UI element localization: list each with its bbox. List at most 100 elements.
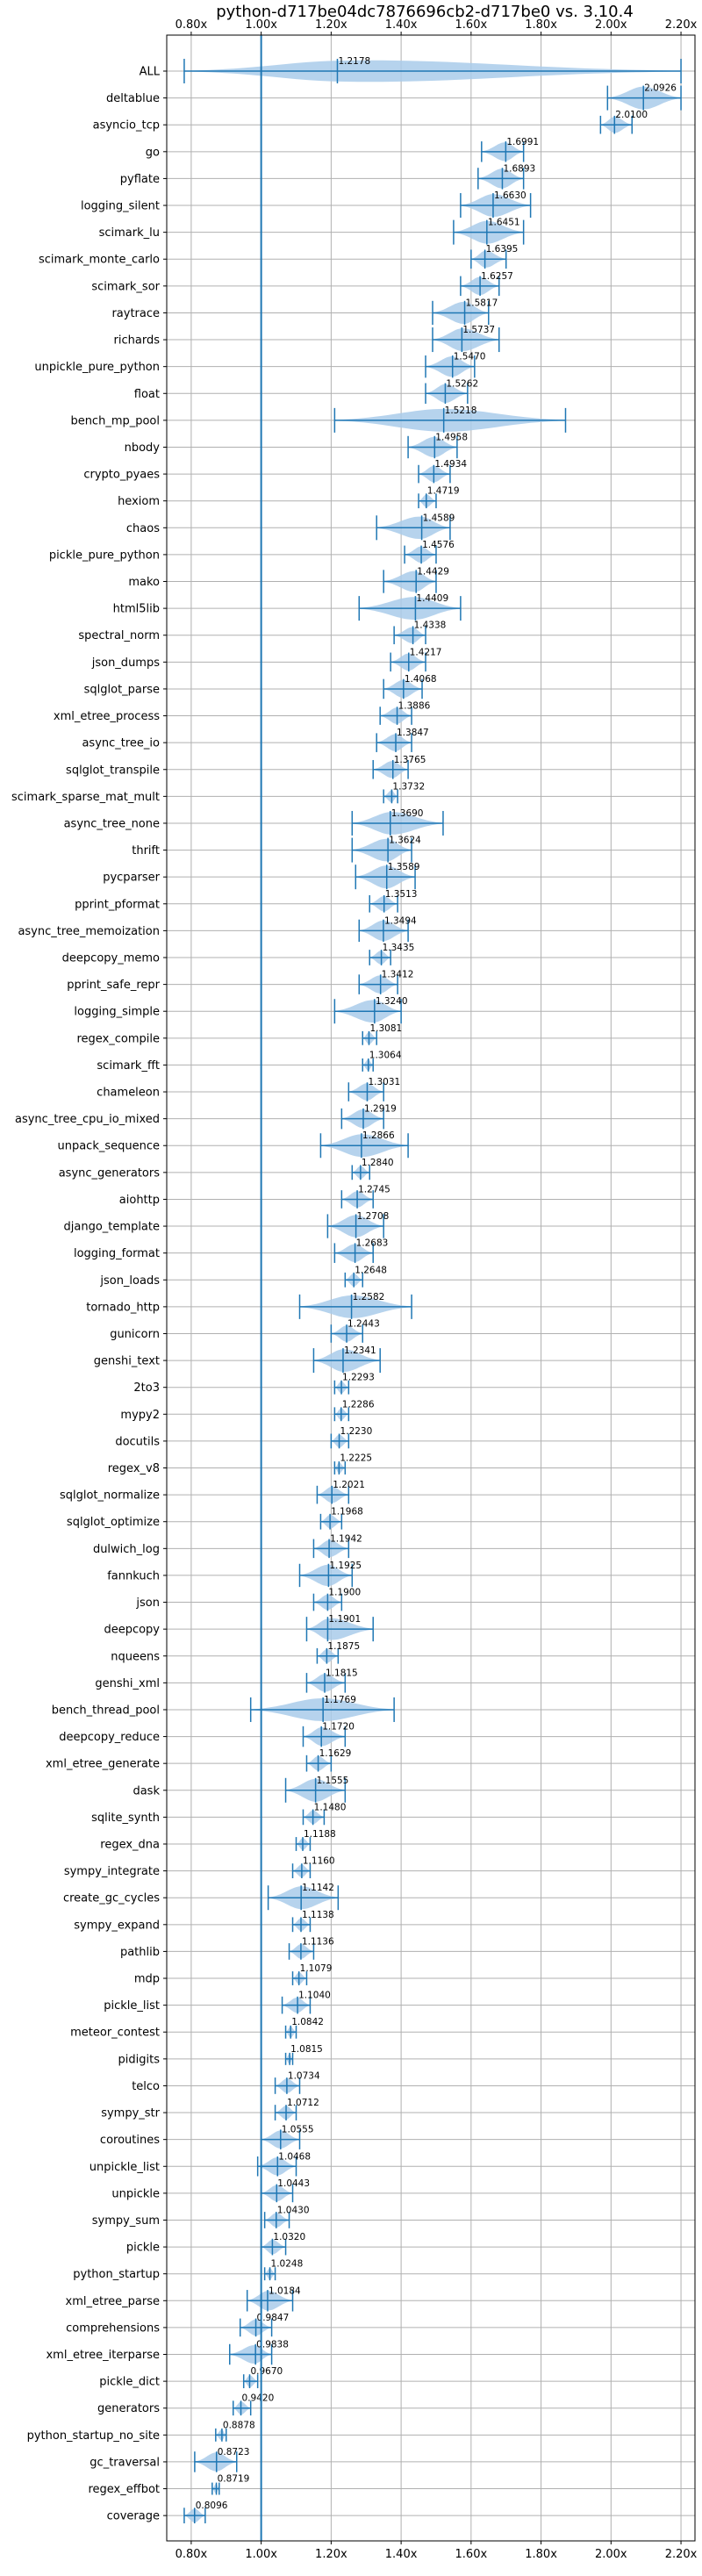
y-tick-label: sqlglot_normalize <box>60 1489 160 1503</box>
value-label: 1.4429 <box>417 567 449 578</box>
value-label: 0.9847 <box>257 2313 290 2323</box>
y-tick-label: pidigits <box>118 2053 161 2066</box>
y-tick-label: richards <box>114 334 161 348</box>
value-label: 1.5737 <box>462 325 495 335</box>
value-label: 1.2582 <box>353 1292 385 1302</box>
value-label: 1.3886 <box>398 701 431 712</box>
y-tick-label: generators <box>97 2402 160 2415</box>
x-tick-label-top: 1.80x <box>525 18 557 32</box>
value-label: 1.1815 <box>326 1668 358 1678</box>
y-tick-label: coverage <box>107 2510 160 2523</box>
y-tick-label: sqlite_synth <box>91 1812 160 1825</box>
value-label: 1.2225 <box>340 1453 372 1464</box>
value-label: 1.0842 <box>291 2017 324 2027</box>
value-label: 1.6257 <box>481 271 513 282</box>
y-tick-label: pickle_dict <box>99 2376 160 2389</box>
value-label: 1.0815 <box>290 2044 323 2055</box>
value-label: 1.4217 <box>410 647 442 657</box>
y-tick-label: gc_traversal <box>90 2456 160 2469</box>
y-tick-label: unpickle_list <box>90 2161 160 2174</box>
value-label: 1.4409 <box>416 593 448 604</box>
value-label: 1.5470 <box>454 352 486 362</box>
value-label: 1.3064 <box>369 1050 402 1060</box>
y-tick-label: comprehensions <box>66 2321 160 2335</box>
y-tick-label: meteor_contest <box>70 2027 160 2040</box>
value-label: 1.1480 <box>314 1802 347 1812</box>
x-tick-label-top: 1.20x <box>315 18 347 32</box>
y-tick-label: async_generators <box>59 1166 161 1180</box>
value-label: 1.4589 <box>423 513 455 523</box>
y-tick-label: hexiom <box>118 495 160 508</box>
y-tick-label: async_tree_cpu_io_mixed <box>15 1113 160 1126</box>
value-label: 1.1900 <box>328 1588 361 1598</box>
value-label: 1.3412 <box>382 970 414 980</box>
y-tick-label: sympy_expand <box>74 1919 160 1932</box>
y-tick-label: regex_v8 <box>108 1462 160 1475</box>
x-tick-label-top: 2.20x <box>665 18 698 32</box>
value-label: 1.1942 <box>330 1533 362 1544</box>
value-label: 1.2443 <box>347 1318 380 1329</box>
value-label: 1.0734 <box>288 2070 320 2081</box>
y-tick-label: mypy2 <box>120 1409 160 1422</box>
value-label: 1.5218 <box>445 405 477 416</box>
x-tick-label-bottom: 1.60x <box>455 2548 488 2561</box>
value-label: 1.2021 <box>333 1480 365 1490</box>
y-tick-label: genshi_xml <box>95 1677 160 1690</box>
value-label: 1.3765 <box>394 755 426 765</box>
y-tick-label: sqlglot_optimize <box>67 1516 160 1529</box>
y-tick-label: dulwich_log <box>93 1543 160 1556</box>
value-label: 1.4719 <box>427 486 460 497</box>
y-tick-label: xml_etree_generate <box>46 1758 160 1771</box>
value-label: 1.4576 <box>422 540 455 550</box>
y-tick-label: telco <box>132 2080 160 2093</box>
plot-frame <box>166 34 696 2542</box>
y-tick-label: bench_mp_pool <box>70 414 160 427</box>
y-tick-label: regex_effbot <box>88 2483 160 2496</box>
y-tick-label: xml_etree_parse <box>66 2295 160 2308</box>
value-label: 1.2293 <box>342 1373 375 1383</box>
value-label: 1.2648 <box>355 1265 387 1275</box>
value-label: 1.0248 <box>271 2259 304 2270</box>
x-tick-label-bottom: 1.40x <box>385 2548 418 2561</box>
y-tick-label: pycparser <box>103 872 160 885</box>
value-label: 1.0468 <box>278 2151 311 2162</box>
value-label: 0.8878 <box>223 2420 255 2430</box>
value-label: 1.2230 <box>340 1426 373 1437</box>
value-label: 1.2286 <box>342 1399 375 1410</box>
value-label: 1.3624 <box>389 836 421 846</box>
y-tick-label: go <box>146 146 160 159</box>
y-tick-label: deepcopy <box>104 1624 160 1637</box>
value-label: 1.1188 <box>304 1829 336 1840</box>
value-label: 1.2840 <box>362 1158 394 1168</box>
value-label: 1.2745 <box>358 1184 390 1195</box>
y-tick-label: scimark_sor <box>91 280 160 293</box>
value-label: 1.3732 <box>392 781 425 792</box>
y-tick-label: pickle <box>126 2242 160 2255</box>
y-tick-label: django_template <box>64 1221 160 1234</box>
value-label: 1.5817 <box>466 298 498 308</box>
y-tick-label: sqlglot_transpile <box>66 764 160 777</box>
value-label: 1.1138 <box>302 1910 334 1920</box>
x-tick-label-top: 1.40x <box>385 18 418 32</box>
value-label: 1.1925 <box>329 1561 362 1571</box>
y-tick-label: nbody <box>125 441 161 455</box>
value-label: 1.4934 <box>434 459 467 470</box>
value-label: 1.2708 <box>357 1211 390 1222</box>
y-tick-label: dask <box>133 1784 160 1797</box>
value-label: 1.0430 <box>277 2205 310 2215</box>
y-tick-label: json <box>135 1597 160 1610</box>
value-label: 1.4068 <box>405 674 437 685</box>
x-tick-label-bottom: 1.00x <box>245 2548 277 2561</box>
x-tick-label-bottom: 2.00x <box>595 2548 627 2561</box>
value-label: 1.1555 <box>317 1776 349 1786</box>
value-label: 1.3435 <box>383 943 415 953</box>
y-tick-label: nqueens <box>111 1650 160 1663</box>
y-tick-label: regex_compile <box>76 1032 160 1045</box>
y-tick-label: gunicorn <box>110 1328 160 1341</box>
value-label: 2.0926 <box>644 83 677 94</box>
y-tick-label: json_loads <box>99 1274 160 1288</box>
value-label: 0.9838 <box>256 2340 289 2350</box>
y-tick-label: ALL <box>140 66 161 79</box>
value-label: 1.3031 <box>368 1077 400 1087</box>
